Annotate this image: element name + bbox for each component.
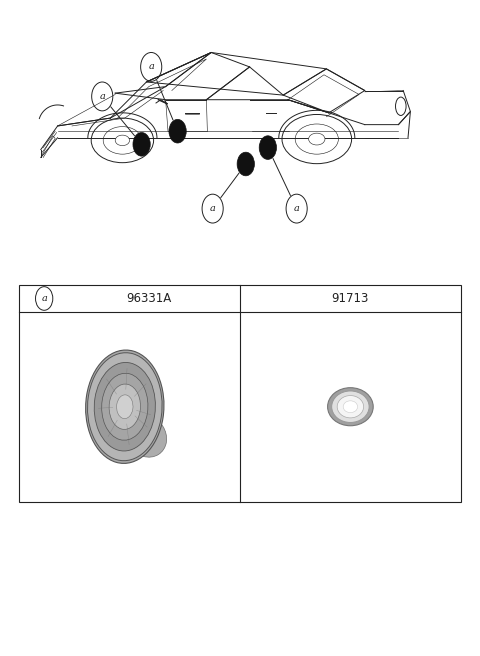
- Circle shape: [259, 136, 276, 159]
- Circle shape: [237, 152, 254, 176]
- Ellipse shape: [337, 396, 364, 418]
- Circle shape: [169, 119, 186, 143]
- Ellipse shape: [102, 373, 148, 440]
- Ellipse shape: [309, 133, 325, 145]
- Ellipse shape: [126, 415, 167, 457]
- Ellipse shape: [87, 353, 162, 461]
- Circle shape: [133, 133, 150, 156]
- Ellipse shape: [327, 388, 373, 426]
- Text: a: a: [41, 294, 47, 303]
- Ellipse shape: [94, 363, 156, 451]
- Ellipse shape: [332, 391, 369, 422]
- Ellipse shape: [117, 395, 133, 419]
- Text: a: a: [148, 62, 154, 72]
- Text: a: a: [294, 204, 300, 213]
- Ellipse shape: [109, 384, 141, 430]
- Ellipse shape: [85, 350, 164, 463]
- Ellipse shape: [343, 401, 358, 413]
- Text: a: a: [210, 204, 216, 213]
- Text: 96331A: 96331A: [126, 292, 171, 305]
- Text: a: a: [99, 92, 105, 101]
- Bar: [19, 285, 461, 502]
- Ellipse shape: [115, 135, 130, 146]
- Text: 91713: 91713: [332, 292, 369, 305]
